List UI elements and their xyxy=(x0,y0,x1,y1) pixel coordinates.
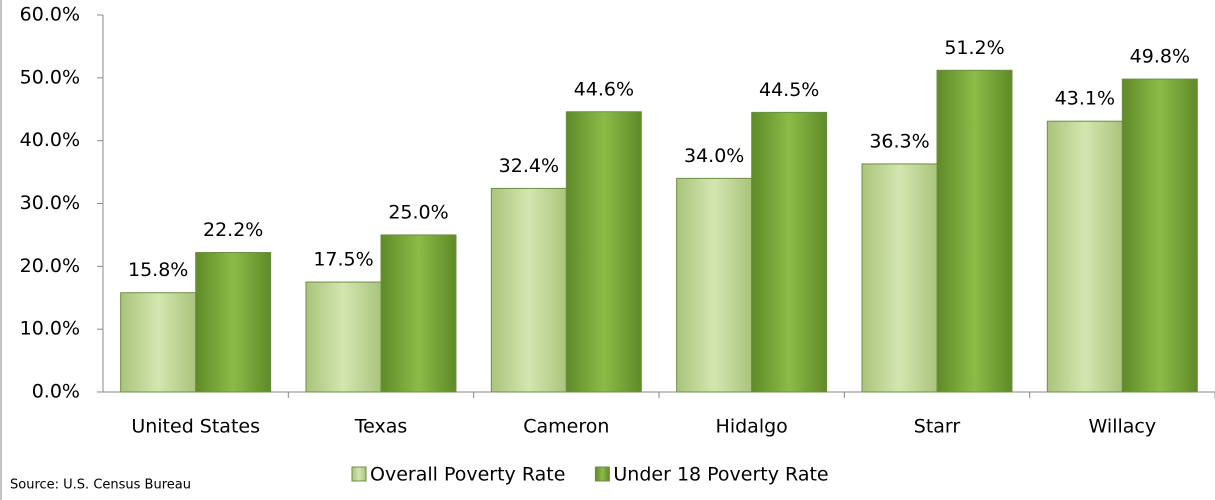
value-label: 36.3% xyxy=(869,130,929,152)
bar xyxy=(936,69,1013,393)
value-label: 49.8% xyxy=(1130,46,1190,68)
x-tick-label: Cameron xyxy=(523,416,609,438)
x-tick-label: Hidalgo xyxy=(716,416,788,438)
bar xyxy=(565,111,642,393)
bar xyxy=(195,252,272,393)
x-tick-label: Willacy xyxy=(1089,416,1157,438)
y-tick-label: 0.0% xyxy=(32,381,80,403)
value-label: 22.2% xyxy=(203,219,263,241)
value-label: 15.8% xyxy=(128,259,188,281)
y-tick-label: 60.0% xyxy=(20,4,80,26)
value-label: 44.5% xyxy=(759,79,819,101)
value-label: 25.0% xyxy=(388,201,448,223)
bar xyxy=(1121,78,1198,393)
value-label: 17.5% xyxy=(313,249,373,271)
bar xyxy=(1046,120,1123,393)
source-note: Source: U.S. Census Bureau xyxy=(10,478,191,493)
legend-swatch xyxy=(594,466,610,482)
bar xyxy=(305,281,382,393)
legend-swatch xyxy=(351,466,367,482)
value-label: 34.0% xyxy=(684,145,744,167)
bar xyxy=(861,163,938,393)
y-tick-label: 30.0% xyxy=(20,192,80,214)
y-tick-label: 50.0% xyxy=(20,66,80,88)
bar xyxy=(490,187,567,393)
value-label: 32.4% xyxy=(499,155,559,177)
y-tick-label: 10.0% xyxy=(20,318,80,340)
value-label: 43.1% xyxy=(1055,88,1115,110)
bar xyxy=(676,177,753,393)
value-label: 44.6% xyxy=(574,78,634,100)
x-tick-label: Starr xyxy=(914,416,961,438)
bar xyxy=(120,292,197,393)
y-tick-label: 40.0% xyxy=(20,129,80,151)
y-tick-label: 20.0% xyxy=(20,255,80,277)
x-tick-label: Texas xyxy=(354,416,408,438)
bar xyxy=(380,234,457,393)
bar xyxy=(751,111,828,393)
x-tick-label: United States xyxy=(131,416,260,438)
legend-label: Under 18 Poverty Rate xyxy=(613,464,828,486)
legend-label: Overall Poverty Rate xyxy=(370,464,565,486)
value-label: 51.2% xyxy=(944,37,1004,59)
